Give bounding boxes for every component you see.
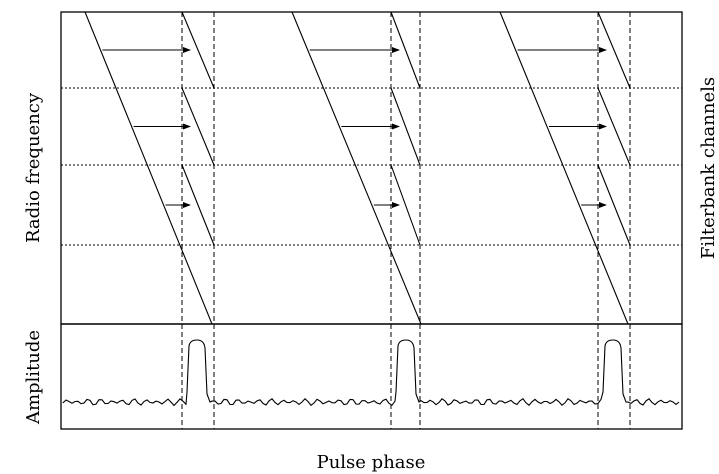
pulse-profile-trace — [62, 339, 680, 407]
dispersed-pulses — [84, 11, 631, 429]
dispersed-sweep-line — [291, 11, 422, 325]
dedispersed-sweep-segment — [390, 164, 421, 246]
dedispersed-sweep-segment — [181, 87, 215, 166]
dispersed-sweep-line — [499, 11, 629, 325]
pulse-group — [291, 11, 422, 429]
right-axis-label-filterbank-channels: Filterbank channels — [698, 77, 719, 259]
lower-panel-frame — [60, 323, 683, 430]
dedispersed-sweep-segment — [181, 11, 215, 89]
pulse-group — [84, 11, 215, 429]
y-axis-label-radio-frequency: Radio frequency — [23, 92, 44, 243]
x-axis-label-pulse-phase: Pulse phase — [317, 452, 426, 473]
pulse-group — [499, 11, 631, 429]
dedispersed-sweep-segment — [181, 164, 215, 246]
dedispersed-sweep-segment — [597, 164, 631, 246]
dedispersed-sweep-segment — [390, 87, 421, 166]
dedispersed-sweep-segment — [390, 11, 421, 89]
y-axis-label-amplitude: Amplitude — [23, 330, 44, 425]
dedispersed-sweep-segment — [597, 87, 631, 166]
upper-panel-frame — [60, 11, 683, 325]
dispersed-sweep-line — [84, 11, 213, 325]
dedispersed-sweep-segment — [597, 11, 631, 89]
filterbank-channel-dividers — [61, 87, 682, 246]
